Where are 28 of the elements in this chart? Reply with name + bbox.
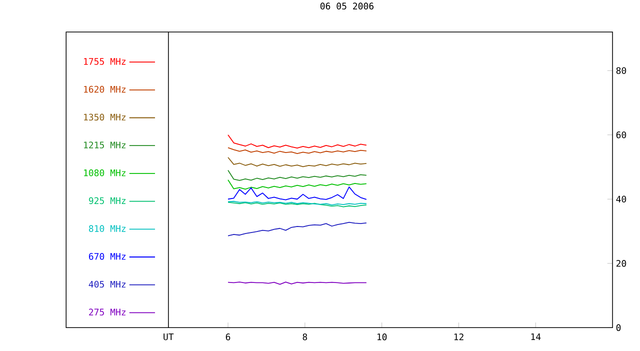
x-tick-label: UT [164, 333, 174, 340]
x-tick-label: 10 [377, 333, 387, 340]
legend-label: 1215 MHz [84, 141, 126, 148]
legend-label: 1350 MHz [84, 114, 126, 120]
y-tick-label: 40 [616, 196, 626, 202]
chart-title: 06 05 2006 [320, 2, 374, 10]
legend-label: 1755 MHz [84, 58, 126, 65]
y-tick-label: 80 [616, 66, 626, 74]
line-series [228, 179, 367, 190]
line-series [228, 134, 367, 148]
legend-label: 275 MHz [89, 308, 126, 316]
legend-label: 810 MHz [88, 224, 126, 232]
line-series [228, 222, 367, 236]
y-tick-label: 20 [616, 260, 626, 267]
legend-label: 670 MHz [88, 252, 126, 260]
x-tick-label: 12 [454, 333, 464, 340]
legend-label: 405 MHz [88, 280, 126, 288]
line-series [228, 170, 367, 181]
line-series [228, 186, 367, 200]
y-tick-label: 60 [616, 131, 626, 138]
legend-label: 1620 MHz [84, 86, 126, 92]
x-tick-label: 6 [226, 333, 230, 340]
legend-label: 925 MHz [88, 197, 126, 204]
x-tick-label: 14 [531, 333, 541, 340]
legend-label: 1080 MHz [84, 169, 126, 176]
line-series [228, 156, 367, 167]
y-tick-label: 0 [616, 324, 621, 331]
x-tick-label: 8 [302, 333, 308, 340]
